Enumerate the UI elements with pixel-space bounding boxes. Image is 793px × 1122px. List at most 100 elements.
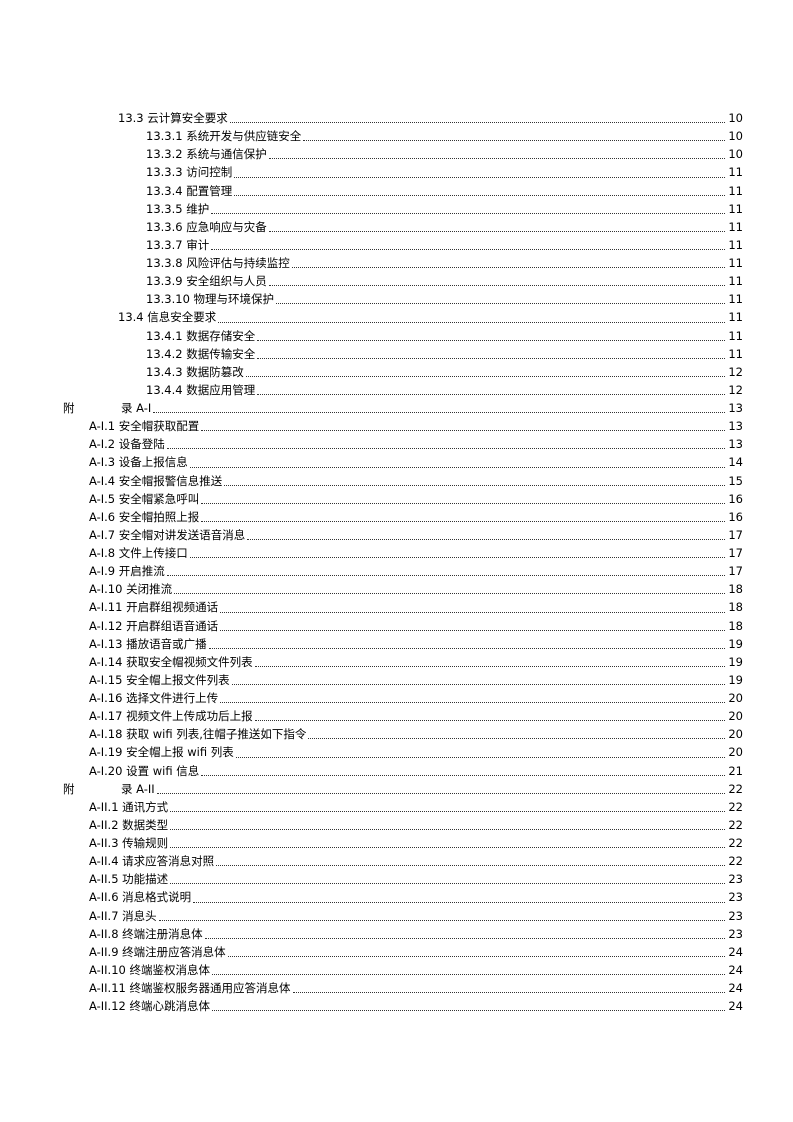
dot-leader [257, 381, 725, 399]
toc-entry[interactable]: 13.3.4 配置管理 11 [0, 182, 793, 200]
dot-leader [156, 780, 725, 798]
toc-entry[interactable]: A-I.5 安全帽紧急呼叫 16 [0, 490, 793, 508]
toc-entry-title: A-I.5 安全帽紧急呼叫 [89, 491, 200, 506]
toc-entry-title: 13.4.4 数据应用管理 [146, 382, 256, 397]
dot-leader [276, 290, 725, 308]
toc-entry[interactable]: A-I.8 文件上传接口 17 [0, 544, 793, 562]
toc-entry[interactable]: 13.3.2 系统与通信保护 10 [0, 145, 793, 163]
dot-leader [268, 272, 725, 290]
toc-entry[interactable]: A-II.10 终端鉴权消息体 24 [0, 961, 793, 979]
toc-entry[interactable]: 13.3.1 系统开发与供应链安全 10 [0, 127, 793, 145]
toc-entry-title: A-I.9 开启推流 [89, 564, 165, 579]
toc-page-number: 11 [728, 237, 743, 252]
toc-entry-title: A-I.20 设置 wifi 信息 [89, 763, 200, 778]
toc-entry[interactable]: 13.3.7 审计 11 [0, 236, 793, 254]
toc-entry-title: 13.3.4 配置管理 [146, 183, 233, 198]
dot-leader [220, 617, 725, 635]
dot-leader [268, 145, 725, 163]
toc-entry[interactable]: 13.3.5 维护 11 [0, 200, 793, 218]
toc-entry-title: 录 A-II [121, 781, 155, 796]
toc-entry[interactable]: A-II.12 终端心跳消息体 24 [0, 997, 793, 1015]
toc-page-number: 11 [728, 346, 743, 361]
toc-entry-title: A-I.7 安全帽对讲发送语音消息 [89, 527, 246, 542]
toc-page-number: 10 [728, 129, 743, 144]
dot-leader [257, 345, 725, 363]
toc-entry[interactable]: A-I.19 安全帽上报 wifi 列表 20 [0, 743, 793, 761]
toc-page-number: 13 [728, 437, 743, 452]
toc-entry-title: 13.4 信息安全要求 [118, 310, 217, 325]
toc-page-number: 23 [728, 872, 743, 887]
toc-entry[interactable]: 13.3.6 应急响应与灾备 11 [0, 218, 793, 236]
dot-leader [220, 689, 725, 707]
toc-page-number: 12 [728, 364, 743, 379]
appendix-prefix: 附 [63, 781, 75, 796]
toc-page-number: 12 [728, 382, 743, 397]
toc-entry[interactable]: 13.3.8 风险评估与持续监控 11 [0, 254, 793, 272]
toc-entry[interactable]: A-I.12 开启群组语音通话 18 [0, 617, 793, 635]
toc-entry[interactable]: A-I.10 关闭推流 18 [0, 580, 793, 598]
toc-entry-title: A-I.1 安全帽获取配置 [89, 419, 200, 434]
toc-entry-title: A-I.6 安全帽拍照上报 [89, 509, 200, 524]
toc-page-number: 22 [728, 799, 743, 814]
toc-entry[interactable]: A-II.6 消息格式说明 23 [0, 888, 793, 906]
toc-entry-title: A-I.13 播放语音或广播 [89, 636, 207, 651]
toc-entry[interactable]: 13.3 云计算安全要求 10 [0, 109, 793, 127]
toc-entry[interactable]: A-I.2 设备登陆 13 [0, 435, 793, 453]
toc-entry[interactable]: A-I.6 安全帽拍照上报 16 [0, 508, 793, 526]
toc-entry[interactable]: 13.4.3 数据防篡改 12 [0, 363, 793, 381]
toc-entry[interactable]: A-II.7 消息头 23 [0, 907, 793, 925]
toc-entry[interactable]: 13.3.9 安全组织与人员 11 [0, 272, 793, 290]
dot-leader [211, 236, 725, 254]
toc-entry[interactable]: A-I.7 安全帽对讲发送语音消息 17 [0, 526, 793, 544]
toc-entry[interactable]: A-II.9 终端注册应答消息体 24 [0, 943, 793, 961]
toc-entry[interactable]: 附 录 A-II 22 [0, 780, 793, 798]
toc-entry[interactable]: A-I.9 开启推流 17 [0, 562, 793, 580]
toc-entry[interactable]: A-II.11 终端鉴权服务器通用应答消息体 24 [0, 979, 793, 997]
dot-leader [245, 363, 725, 381]
toc-entry[interactable]: A-I.3 设备上报信息 14 [0, 453, 793, 471]
toc-entry-title: 13.4.1 数据存储安全 [146, 328, 256, 343]
toc-page-number: 18 [728, 618, 743, 633]
toc-entry-title: 13.3.7 审计 [146, 237, 210, 252]
toc-entry[interactable]: A-II.4 请求应答消息对照 22 [0, 852, 793, 870]
toc-entry[interactable]: A-II.3 传输规则 22 [0, 834, 793, 852]
toc-entry[interactable]: A-I.13 播放语音或广播 19 [0, 635, 793, 653]
toc-entry[interactable]: 附 录 A-I 13 [0, 399, 793, 417]
toc-page-number: 10 [728, 147, 743, 162]
toc-page-number: 22 [728, 817, 743, 832]
toc-entry-title: 13.3 云计算安全要求 [118, 111, 228, 125]
toc-entry-title: A-I.16 选择文件进行上传 [89, 691, 219, 705]
toc-entry[interactable]: A-I.18 获取 wifi 列表,往帽子推送如下指令 20 [0, 725, 793, 743]
toc-page-number: 15 [728, 473, 743, 488]
toc-entry-title: 13.3.5 维护 [146, 201, 210, 216]
toc-entry-title: A-I.10 关闭推流 [89, 582, 173, 597]
toc-entry[interactable]: A-I.1 安全帽获取配置 13 [0, 417, 793, 435]
toc-entry[interactable]: A-II.8 终端注册消息体 23 [0, 925, 793, 943]
toc-entry[interactable]: A-I.14 获取安全帽视频文件列表 19 [0, 653, 793, 671]
toc-page-number: 11 [728, 256, 743, 270]
toc-entry[interactable]: A-I.16 选择文件进行上传 20 [0, 689, 793, 707]
toc-entry[interactable]: A-II.2 数据类型 22 [0, 816, 793, 834]
toc-entry-title: A-II.4 请求应答消息对照 [89, 854, 215, 869]
toc-entry[interactable]: 13.3.10 物理与环境保护 11 [0, 290, 793, 308]
dot-leader [170, 870, 725, 888]
toc-entry[interactable]: 13.4.1 数据存储安全 11 [0, 327, 793, 345]
dot-leader [189, 544, 725, 562]
toc-entry[interactable]: A-I.15 安全帽上报文件列表 19 [0, 671, 793, 689]
toc-entry[interactable]: A-II.5 功能描述 23 [0, 870, 793, 888]
toc-entry[interactable]: 13.4.4 数据应用管理 12 [0, 381, 793, 399]
toc-entry[interactable]: 13.4.2 数据传输安全 11 [0, 345, 793, 363]
toc-entry-title: 13.3.1 系统开发与供应链安全 [146, 129, 302, 144]
toc-entry[interactable]: A-I.20 设置 wifi 信息 21 [0, 762, 793, 780]
toc-page-number: 24 [728, 944, 743, 959]
toc-entry[interactable]: 13.4 信息安全要求 11 [0, 308, 793, 326]
toc-entry-title: 13.3.9 安全组织与人员 [146, 274, 267, 289]
toc-entry[interactable]: A-I.4 安全帽报警信息推送 15 [0, 472, 793, 490]
dot-leader [158, 907, 725, 925]
toc-entry[interactable]: A-II.1 通讯方式 22 [0, 798, 793, 816]
toc-entry[interactable]: 13.3.3 访问控制 11 [0, 163, 793, 181]
toc-page-number: 23 [728, 890, 743, 905]
toc-entry[interactable]: A-I.17 视频文件上传成功后上报 20 [0, 707, 793, 725]
dot-leader [170, 798, 725, 816]
toc-entry[interactable]: A-I.11 开启群组视频通话 18 [0, 598, 793, 616]
